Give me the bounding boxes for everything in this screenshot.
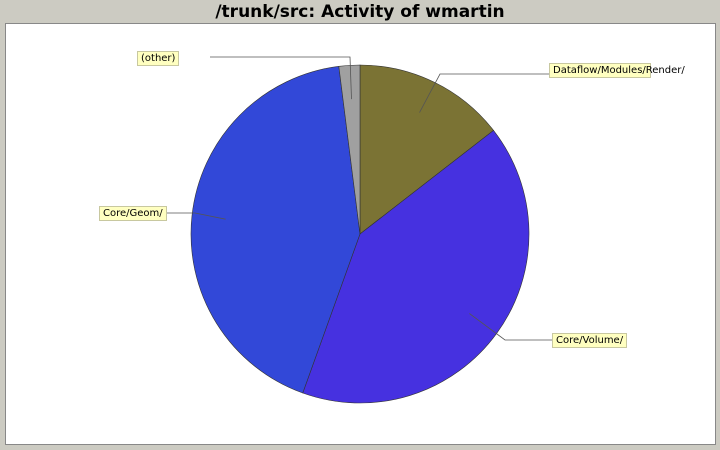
leader-line	[165, 212, 226, 220]
leader-line	[419, 73, 549, 113]
slice-core-volume	[302, 129, 530, 404]
slice-dataflow-modules-render	[359, 64, 494, 235]
slice-other	[338, 64, 361, 235]
slice-core-geom	[190, 65, 361, 394]
leader-line	[469, 313, 552, 341]
chart-title: /trunk/src: Activity of wmartin	[215, 2, 505, 22]
slice-label-core-volume: Core/Volume/	[552, 333, 628, 348]
slice-label-core-geom: Core/Geom/	[99, 206, 167, 221]
slice-label-other: (other)	[137, 51, 180, 66]
slice-label-dataflow-modules-render: Dataflow/Modules/Render/	[549, 63, 685, 78]
leader-line	[210, 56, 352, 100]
